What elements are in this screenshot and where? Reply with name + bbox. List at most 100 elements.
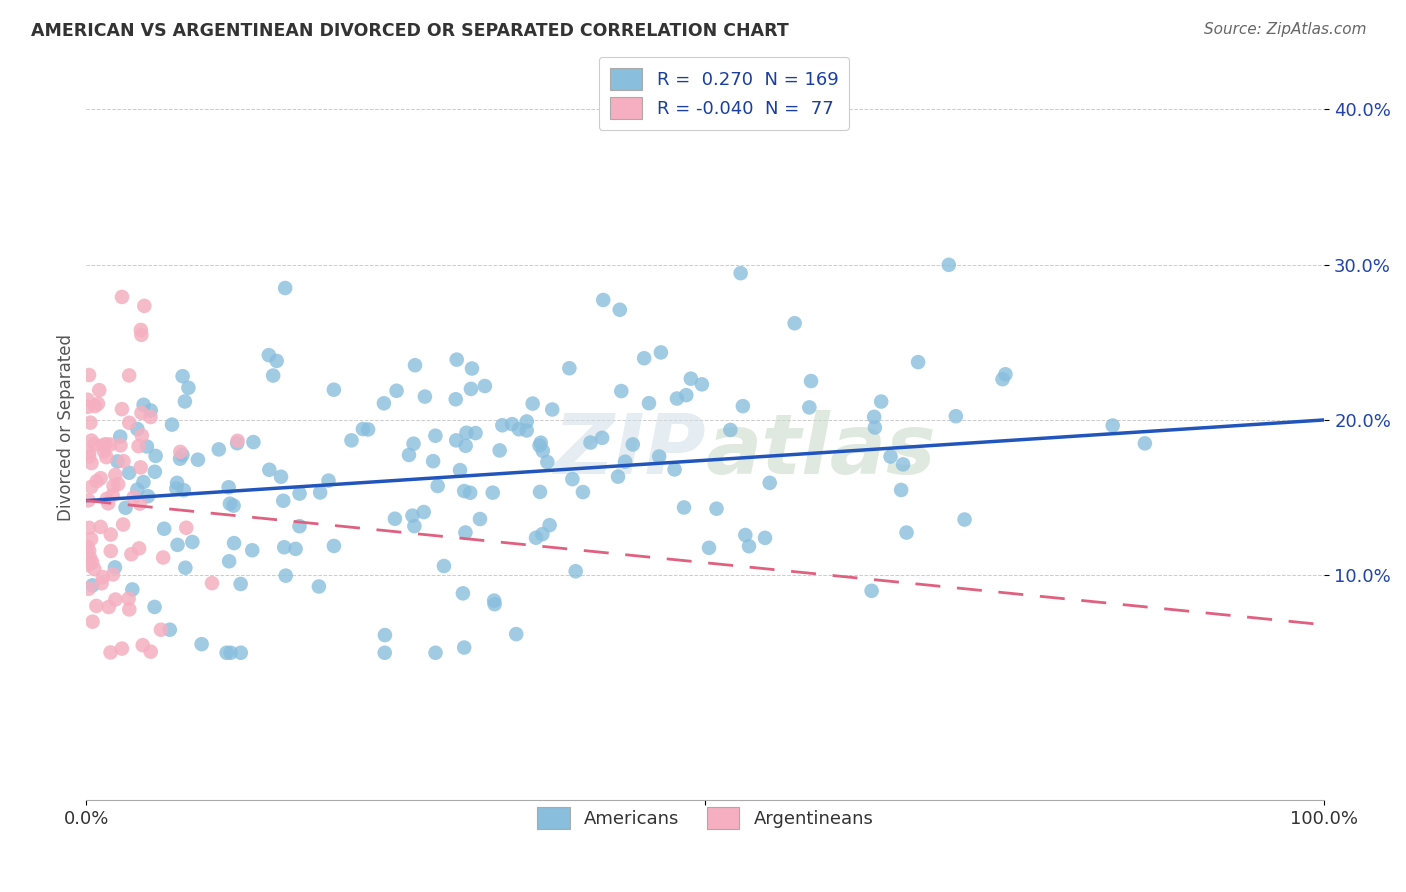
Point xyxy=(174,521,197,535)
Point xyxy=(97,600,120,615)
Point xyxy=(93,444,115,458)
Point xyxy=(633,351,655,366)
Point xyxy=(446,352,468,367)
Point xyxy=(621,437,644,451)
Point xyxy=(132,398,155,412)
Point xyxy=(799,401,821,415)
Point xyxy=(352,422,374,436)
Point xyxy=(491,418,513,433)
Point xyxy=(77,445,100,459)
Point xyxy=(460,382,482,396)
Point xyxy=(860,583,883,598)
Point xyxy=(90,576,112,591)
Point xyxy=(672,500,695,515)
Point xyxy=(309,485,332,500)
Point xyxy=(104,467,127,482)
Point xyxy=(104,592,127,607)
Point xyxy=(754,531,776,545)
Point xyxy=(536,455,558,469)
Point xyxy=(945,409,967,424)
Point xyxy=(159,623,181,637)
Point xyxy=(118,416,141,430)
Point xyxy=(468,512,491,526)
Point xyxy=(308,579,330,593)
Text: AMERICAN VS ARGENTINEAN DIVORCED OR SEPARATED CORRELATION CHART: AMERICAN VS ARGENTINEAN DIVORCED OR SEPA… xyxy=(31,22,789,40)
Point xyxy=(80,434,103,448)
Point xyxy=(98,437,121,451)
Point xyxy=(91,570,114,584)
Point xyxy=(731,399,754,413)
Point xyxy=(77,521,100,535)
Point xyxy=(454,525,477,540)
Point xyxy=(143,599,166,614)
Point xyxy=(614,455,637,469)
Point xyxy=(262,368,284,383)
Point xyxy=(271,493,294,508)
Point xyxy=(86,599,108,613)
Point xyxy=(374,646,396,660)
Y-axis label: Divorced or Separated: Divorced or Separated xyxy=(58,334,75,521)
Point xyxy=(173,483,195,498)
Point xyxy=(524,531,547,545)
Point xyxy=(190,637,212,651)
Point xyxy=(127,422,149,436)
Point xyxy=(284,541,307,556)
Point xyxy=(90,520,112,534)
Point xyxy=(215,646,238,660)
Point xyxy=(870,394,893,409)
Point xyxy=(259,463,281,477)
Point xyxy=(84,399,107,413)
Point xyxy=(679,372,702,386)
Point xyxy=(484,597,506,611)
Point xyxy=(172,369,194,384)
Point xyxy=(107,454,129,468)
Point xyxy=(80,532,103,546)
Point xyxy=(114,500,136,515)
Point xyxy=(561,472,583,486)
Point xyxy=(82,578,104,592)
Point xyxy=(87,397,110,411)
Point xyxy=(274,568,297,582)
Point xyxy=(426,479,449,493)
Point xyxy=(181,535,204,549)
Point xyxy=(218,480,240,494)
Point xyxy=(149,623,172,637)
Point xyxy=(100,544,122,558)
Point xyxy=(222,499,245,513)
Point xyxy=(229,646,252,660)
Point xyxy=(385,384,408,398)
Point xyxy=(609,302,631,317)
Point xyxy=(166,475,188,490)
Point xyxy=(273,540,295,554)
Point xyxy=(97,496,120,510)
Point xyxy=(118,602,141,616)
Point xyxy=(449,463,471,477)
Point xyxy=(165,482,187,496)
Point xyxy=(96,450,118,464)
Point xyxy=(110,438,132,452)
Point xyxy=(111,290,134,304)
Point xyxy=(890,483,912,497)
Point xyxy=(638,396,661,410)
Point xyxy=(474,379,496,393)
Point xyxy=(907,355,929,369)
Point xyxy=(398,448,420,462)
Point xyxy=(433,559,456,574)
Point xyxy=(1101,418,1123,433)
Point xyxy=(891,458,914,472)
Point xyxy=(541,402,564,417)
Point xyxy=(136,489,159,503)
Point xyxy=(458,485,481,500)
Point xyxy=(152,550,174,565)
Point xyxy=(531,527,554,541)
Point xyxy=(91,438,114,452)
Point xyxy=(76,540,98,554)
Point xyxy=(132,475,155,489)
Point xyxy=(274,281,297,295)
Point xyxy=(77,543,100,558)
Point xyxy=(139,645,162,659)
Point xyxy=(665,392,688,406)
Point xyxy=(461,361,484,376)
Point xyxy=(242,435,264,450)
Point xyxy=(516,414,538,428)
